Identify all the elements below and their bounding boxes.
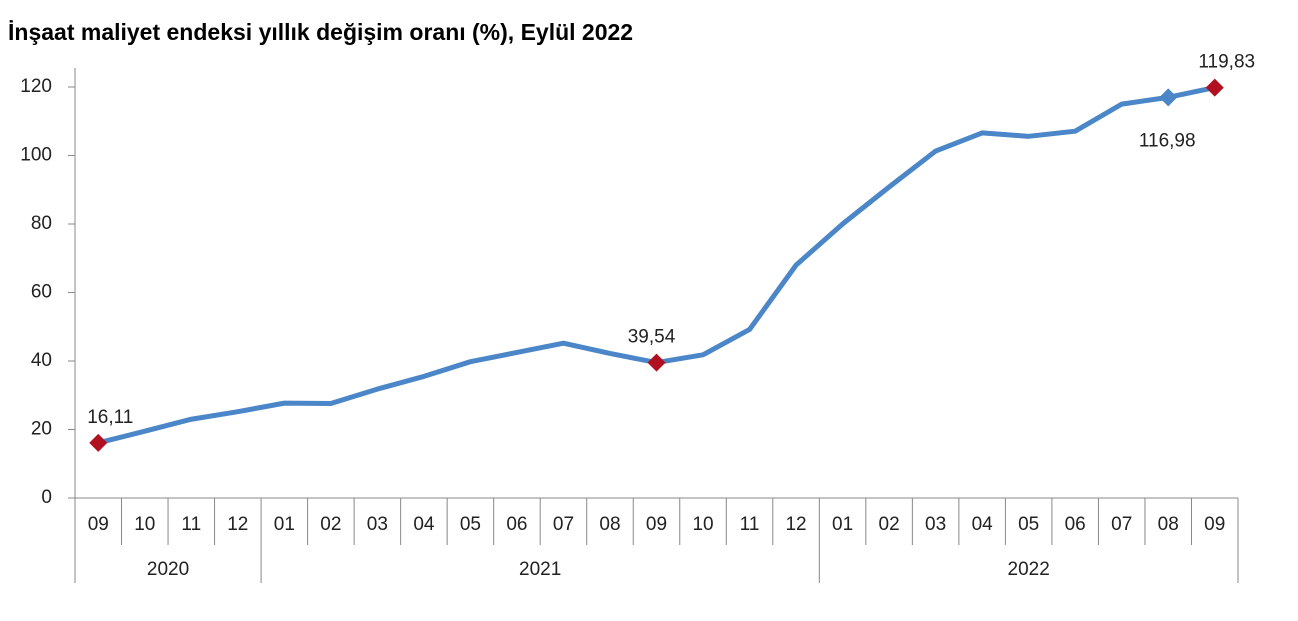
data-marker — [1159, 88, 1178, 107]
y-tick-label: 0 — [41, 487, 52, 508]
x-tick-label: 09 — [646, 514, 667, 535]
x-tick-label: 02 — [320, 514, 341, 535]
y-tick-label: 40 — [31, 350, 52, 371]
x-tick-label: 10 — [692, 514, 713, 535]
x-tick-label: 11 — [181, 514, 201, 535]
y-tick-label: 100 — [20, 145, 52, 166]
x-tick-label: 06 — [1065, 514, 1086, 535]
x-tick-label: 07 — [553, 514, 574, 535]
x-tick-label: 12 — [785, 514, 806, 535]
x-tick-label: 09 — [1204, 514, 1225, 535]
group-label: 2021 — [519, 559, 561, 580]
y-tick-label: 120 — [20, 76, 52, 97]
group-label: 2022 — [1008, 559, 1050, 580]
data-label: 39,54 — [628, 327, 676, 348]
x-tick-label: 01 — [832, 514, 853, 535]
x-tick-label: 10 — [134, 514, 155, 535]
x-tick-label: 07 — [1111, 514, 1132, 535]
data-marker — [1205, 78, 1224, 97]
x-tick-label: 04 — [413, 514, 435, 535]
x-tick-label: 01 — [274, 514, 295, 535]
data-marker — [647, 353, 666, 372]
x-tick-label: 03 — [367, 514, 388, 535]
x-tick-label: 06 — [506, 514, 527, 535]
y-tick-label: 60 — [31, 282, 52, 303]
data-label: 116,98 — [1139, 130, 1196, 151]
group-label: 2020 — [147, 559, 189, 580]
y-tick-label: 20 — [31, 419, 52, 440]
data-line — [97, 85, 1216, 446]
data-label: 119,83 — [1198, 52, 1255, 73]
x-tick-label: 03 — [925, 514, 946, 535]
x-tick-label: 02 — [879, 514, 900, 535]
x-tick-label: 04 — [972, 514, 994, 535]
data-label: 16,11 — [87, 407, 133, 428]
data-marker — [89, 433, 108, 452]
x-tick-label: 08 — [599, 514, 620, 535]
x-tick-label: 11 — [740, 514, 760, 535]
x-tick-label: 12 — [227, 514, 248, 535]
x-tick-label: 09 — [88, 514, 109, 535]
x-tick-label: 05 — [460, 514, 481, 535]
x-tick-label: 05 — [1018, 514, 1039, 535]
x-tick-label: 08 — [1158, 514, 1179, 535]
y-tick-label: 80 — [31, 213, 52, 234]
chart-title: İnşaat maliyet endeksi yıllık değişim or… — [8, 19, 633, 45]
